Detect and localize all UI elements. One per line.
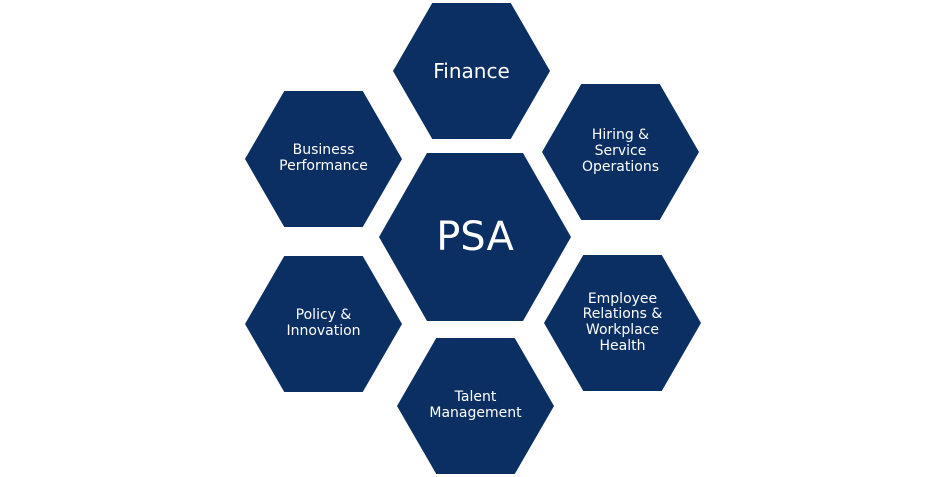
talent-management-label: Talent Management bbox=[429, 389, 522, 421]
hiring-service-operations-hexagon: Hiring & Service Operations bbox=[542, 84, 699, 220]
finance-hexagon: Finance bbox=[393, 3, 550, 139]
business-performance-hexagon: Business Performance bbox=[245, 91, 402, 227]
employee-relations-hexagon: Employee Relations & Workplace Health bbox=[544, 255, 701, 391]
hiring-service-operations-label: Hiring & Service Operations bbox=[582, 127, 659, 175]
policy-innovation-label: Policy & Innovation bbox=[286, 307, 361, 339]
business-performance-label: Business Performance bbox=[279, 142, 368, 174]
policy-innovation-hexagon: Policy & Innovation bbox=[245, 256, 402, 392]
talent-management-hexagon: Talent Management bbox=[397, 338, 554, 474]
finance-label: Finance bbox=[433, 58, 510, 83]
psa-center-hexagon: PSA bbox=[379, 153, 571, 321]
employee-relations-label: Employee Relations & Workplace Health bbox=[582, 290, 663, 354]
psa-label: PSA bbox=[436, 213, 514, 260]
